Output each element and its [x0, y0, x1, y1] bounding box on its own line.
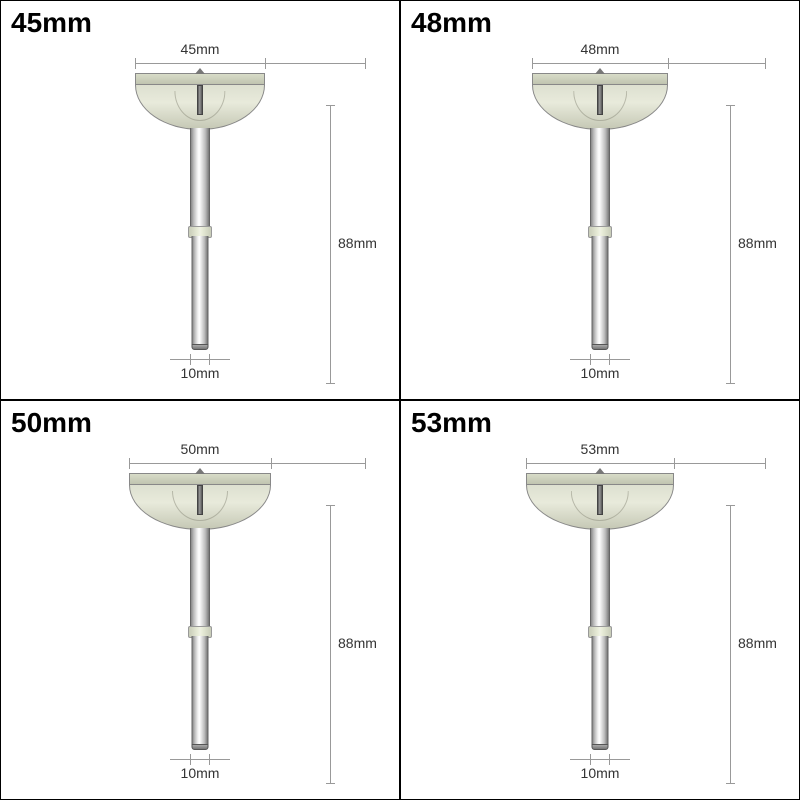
drill-shank-tip [192, 744, 209, 750]
drill-bit: 88mm [475, 73, 725, 353]
panel-48mm: 48mm 48mm [400, 0, 800, 400]
panel-50mm: 50mm 50mm [0, 400, 400, 800]
dim-label: 88mm [338, 235, 377, 251]
dim-label: 10mm [581, 765, 620, 781]
dim-shank-width: 10mm [75, 353, 325, 381]
dim-label: 48mm [581, 41, 620, 57]
panel-title: 53mm [411, 407, 492, 439]
drill-head [532, 73, 668, 130]
drill-head [526, 473, 674, 530]
drill-shank-upper [590, 528, 610, 628]
dim-label: 10mm [181, 765, 220, 781]
drill-diagram: 53mm 88mm [475, 441, 725, 781]
drill-shank-lower [592, 636, 609, 746]
drill-shank-lower [192, 236, 209, 346]
dim-head-width: 48mm [475, 41, 725, 71]
drill-shank-upper [190, 128, 210, 228]
dim-label: 53mm [581, 441, 620, 457]
drill-bit: 88mm [75, 473, 325, 753]
drill-diagram: 50mm 88mm [75, 441, 325, 781]
drill-shank-lower [592, 236, 609, 346]
panel-title: 50mm [11, 407, 92, 439]
dim-head-width: 45mm [75, 41, 325, 71]
panel-45mm: 45mm 45mm [0, 0, 400, 400]
panel-53mm: 53mm 53mm [400, 400, 800, 800]
dim-label: 88mm [738, 235, 777, 251]
drill-bit: 88mm [75, 73, 325, 353]
drill-shank-lower [192, 636, 209, 746]
dim-label: 88mm [738, 635, 777, 651]
drill-shank-upper [590, 128, 610, 228]
dim-shank-width: 10mm [75, 753, 325, 781]
drill-bit: 88mm [475, 473, 725, 753]
drill-diagram: 48mm 88mm [475, 41, 725, 381]
drill-shank-tip [592, 744, 609, 750]
dim-shank-width: 10mm [475, 753, 725, 781]
panel-title: 48mm [411, 7, 492, 39]
dim-shank-width: 10mm [475, 353, 725, 381]
dim-head-width: 50mm [75, 441, 325, 471]
drill-diagram: 45mm 88mm [75, 41, 325, 381]
dim-head-width: 53mm [475, 441, 725, 471]
dim-label: 10mm [181, 365, 220, 381]
dim-label: 88mm [338, 635, 377, 651]
panel-title: 45mm [11, 7, 92, 39]
drill-head [129, 473, 271, 530]
drill-shank-upper [190, 528, 210, 628]
dim-label: 10mm [581, 365, 620, 381]
comparison-grid: 45mm 45mm [0, 0, 800, 800]
drill-shank-tip [592, 344, 609, 350]
dim-label: 45mm [181, 41, 220, 57]
drill-shank-tip [192, 344, 209, 350]
drill-head [135, 73, 265, 130]
dim-label: 50mm [181, 441, 220, 457]
